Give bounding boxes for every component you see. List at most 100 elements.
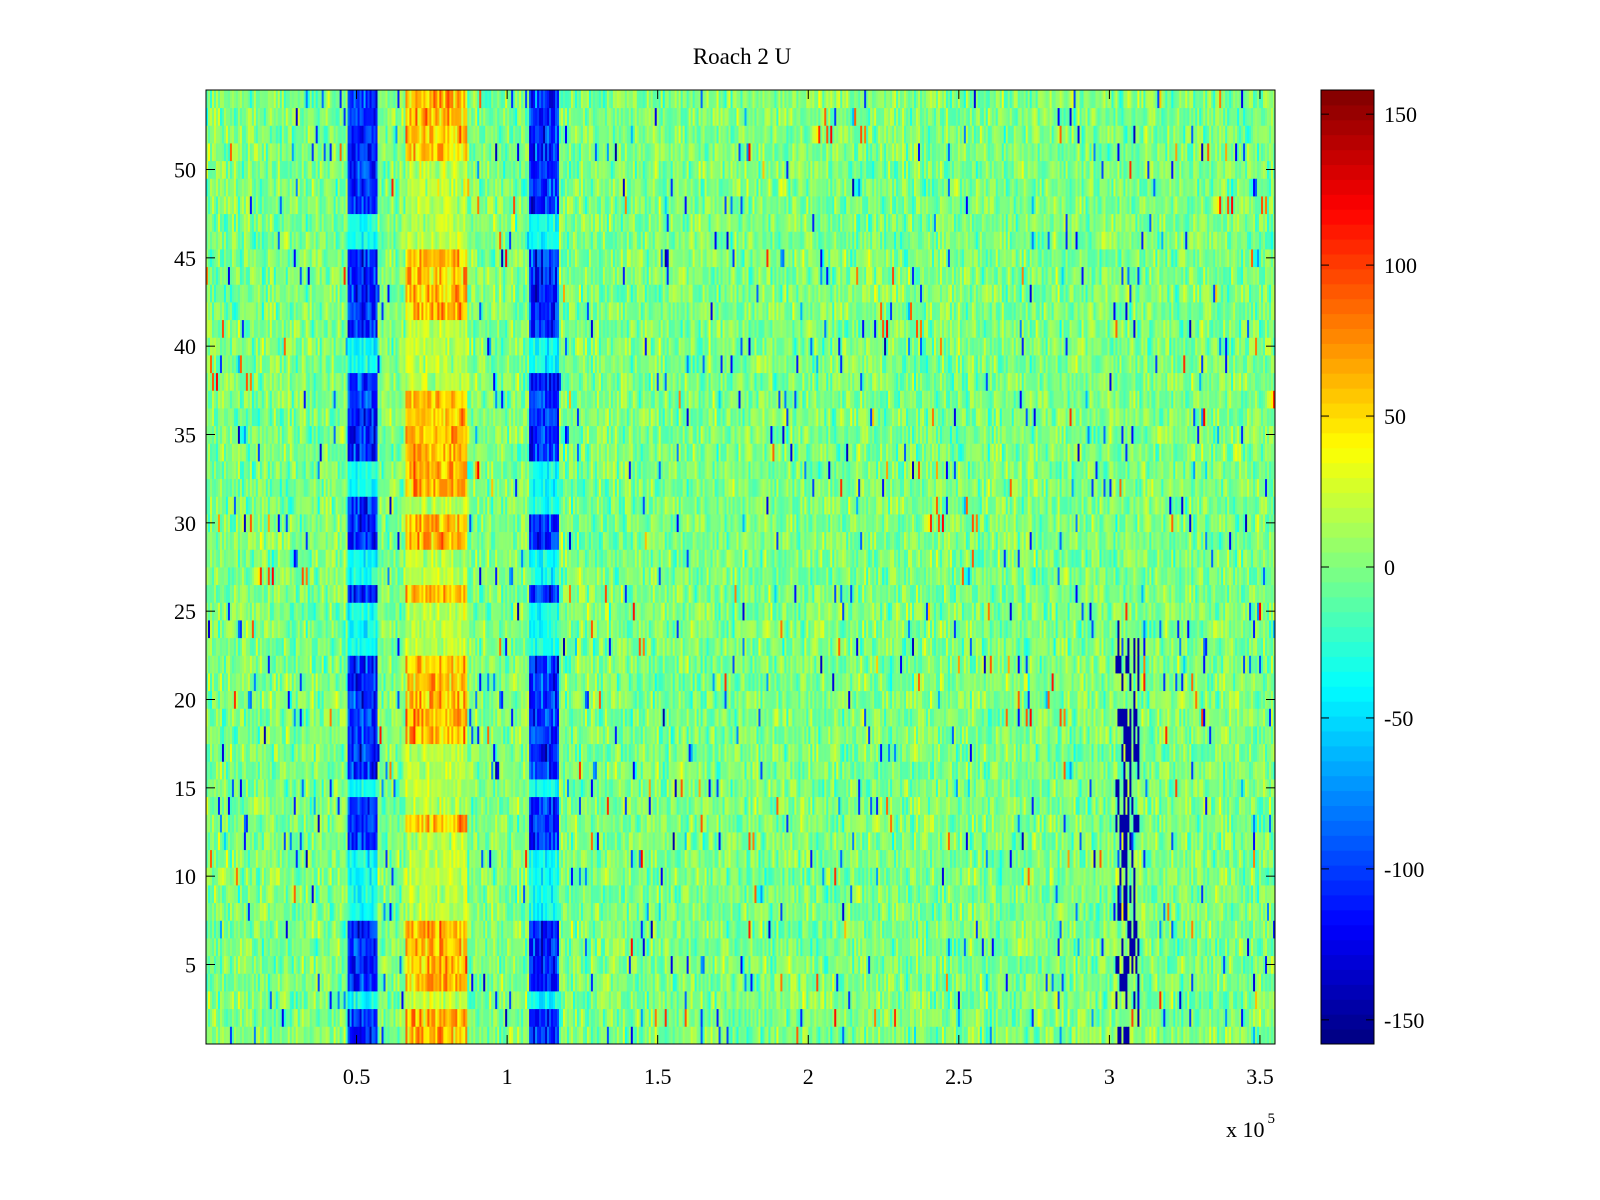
heatmap-cell [289, 955, 293, 974]
heatmap-cell [818, 1026, 821, 1045]
heatmap-cell [369, 1026, 372, 1045]
heatmap-cell [800, 955, 803, 974]
heatmap-cell [1129, 991, 1132, 1010]
heatmap-cell [1019, 1026, 1023, 1045]
heatmap-cell [303, 1008, 307, 1027]
heatmap-cell [670, 1008, 674, 1027]
heatmap-cell [551, 1026, 554, 1045]
heatmap-cell [483, 973, 486, 992]
heatmap-cell [1203, 1026, 1206, 1045]
heatmap-cell [758, 973, 761, 992]
heatmap-cell [997, 973, 1001, 992]
heatmap-cell [409, 991, 412, 1010]
heatmap-cell [1143, 1008, 1146, 1027]
heatmap-cell [1209, 1026, 1212, 1045]
heatmap-cell [339, 955, 343, 974]
heatmap-cell [1107, 955, 1110, 974]
heatmap-cell [361, 973, 364, 992]
heatmap-cell [730, 973, 733, 992]
heatmap-cell [337, 1008, 341, 1027]
heatmap-cell [834, 955, 837, 974]
heatmap-cell [1095, 991, 1098, 1010]
heatmap-cell [766, 973, 769, 992]
heatmap-cell [1077, 991, 1080, 1010]
heatmap-cell [596, 955, 600, 974]
heatmap-cell [1035, 991, 1039, 1010]
heatmap-cell [539, 955, 542, 974]
heatmap-cell [979, 991, 983, 1010]
heatmap-cell [435, 955, 438, 974]
heatmap-cell [1137, 955, 1140, 974]
heatmap-cell [1271, 1008, 1274, 1027]
heatmap-cell [584, 1026, 588, 1045]
heatmap-cell [459, 991, 462, 1010]
heatmap-cell [1013, 955, 1017, 974]
heatmap-cell [668, 991, 672, 1010]
heatmap-cell [461, 1008, 464, 1027]
heatmap-cell [1179, 955, 1182, 974]
heatmap-cell [1001, 955, 1005, 974]
heatmap-cell [592, 1026, 596, 1045]
heatmap-cell [1061, 1008, 1064, 1027]
heatmap-cell [1235, 1026, 1238, 1045]
heatmap-cell [299, 991, 303, 1010]
heatmap-cell [307, 1026, 311, 1045]
heatmap-cell [1151, 1008, 1154, 1027]
heatmap-cell [644, 955, 648, 974]
heatmap-cell [568, 973, 572, 992]
heatmap-cell [951, 991, 955, 1010]
heatmap-cell [1107, 973, 1110, 992]
heatmap-cell [1227, 1008, 1230, 1027]
heatmap-cell [1259, 955, 1262, 974]
heatmap-cell [319, 991, 323, 1010]
heatmap-cell [1097, 955, 1100, 974]
heatmap-cell [1019, 973, 1023, 992]
heatmap-cell [796, 1026, 799, 1045]
heatmap-cell [291, 1008, 295, 1027]
heatmap-cell [892, 973, 895, 992]
heatmap-cell [255, 991, 259, 1010]
heatmap-cell [628, 1008, 632, 1027]
heatmap-cell [485, 1026, 488, 1045]
heatmap-cell [1225, 1026, 1228, 1045]
heatmap-cell [600, 1008, 604, 1027]
heatmap-cell [431, 1026, 434, 1045]
heatmap-cell [489, 1008, 492, 1027]
heatmap-cell [317, 973, 321, 992]
heatmap-cell [947, 991, 951, 1010]
heatmap-cell [555, 955, 558, 974]
heatmap-cell [239, 1008, 243, 1027]
heatmap-cell [955, 1008, 959, 1027]
heatmap-cell [211, 1026, 215, 1045]
heatmap-cell [539, 1008, 542, 1027]
heatmap-cell [872, 955, 875, 974]
heatmap-cell [1097, 991, 1100, 1010]
heatmap-cell [473, 973, 476, 992]
heatmap-cell [273, 991, 277, 1010]
heatmap-cell [678, 973, 682, 992]
heatmap-cell [1133, 991, 1136, 1010]
heatmap-cell [920, 1026, 923, 1045]
heatmap-cell [405, 1008, 408, 1027]
heatmap-cell [541, 991, 544, 1010]
heatmap-cell [1089, 1026, 1092, 1045]
heatmap-cell [570, 1008, 574, 1027]
heatmap-cell [559, 955, 562, 974]
heatmap-cell [684, 1008, 688, 1027]
heatmap-cell [858, 955, 861, 974]
heatmap-cell [888, 973, 891, 992]
heatmap-cell [511, 1008, 514, 1027]
heatmap-cell [1119, 1026, 1122, 1045]
heatmap-cell [654, 955, 658, 974]
heatmap-cell [429, 973, 432, 992]
heatmap-cell [714, 991, 717, 1010]
heatmap-cell [860, 973, 863, 992]
heatmap-cell [557, 1026, 560, 1045]
heatmap-cell [307, 973, 311, 992]
heatmap-cell [1121, 1008, 1124, 1027]
heatmap-cell [957, 991, 961, 1010]
heatmap-cell [1055, 991, 1059, 1010]
heatmap-cell [1101, 1008, 1104, 1027]
heatmap-cell [816, 991, 819, 1010]
heatmap-cell [1239, 1008, 1242, 1027]
